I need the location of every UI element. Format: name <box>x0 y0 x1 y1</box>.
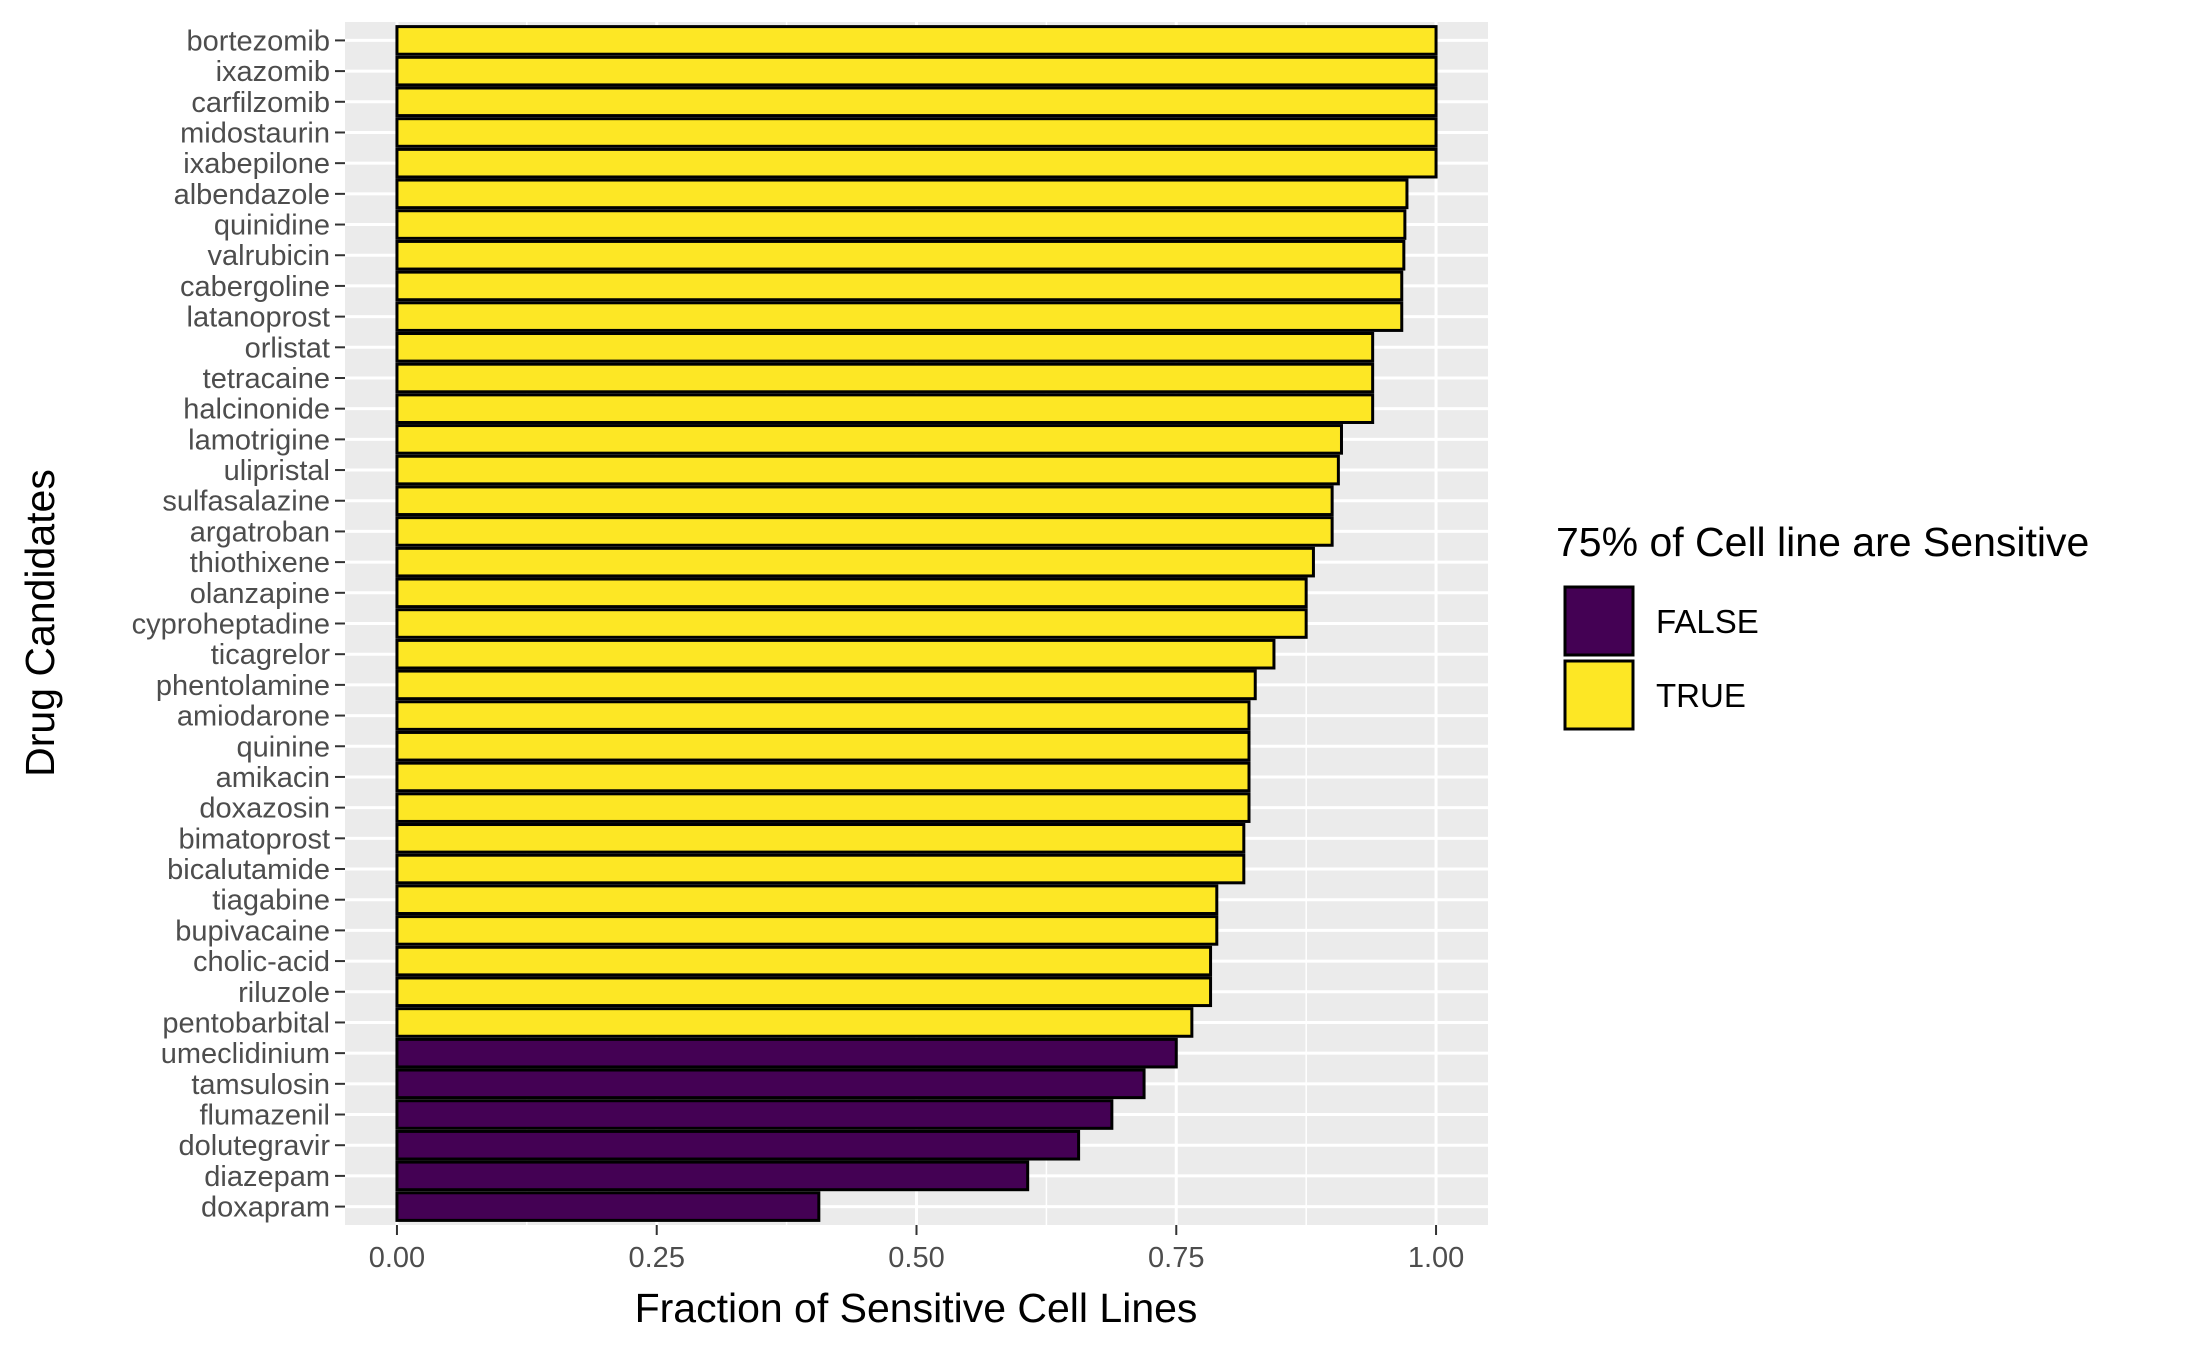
y-tick-label: doxazosin <box>199 793 330 825</box>
bar-quinidine <box>395 209 1407 240</box>
bar-flumazenil <box>395 1099 1114 1130</box>
y-tick-label: valrubicin <box>208 240 331 272</box>
y-tick-label: ulipristal <box>224 455 330 487</box>
y-tick-label: bimatoprost <box>178 823 330 855</box>
y-tick-label: ixabepilone <box>183 148 330 180</box>
y-tick-label: orlistat <box>245 332 330 364</box>
y-tick-label: bupivacaine <box>175 915 330 947</box>
y-tick-label: dolutegravir <box>178 1130 330 1162</box>
bar-tiagabine <box>395 884 1219 916</box>
y-tick-label: quinine <box>236 731 330 763</box>
bar-bicalutamide <box>395 853 1246 885</box>
bar-carfilzomib <box>395 86 1438 118</box>
y-tick-label: thiothixene <box>190 547 330 579</box>
bar-valrubicin <box>395 239 1406 271</box>
y-tick-label: ticagrelor <box>211 639 331 671</box>
bar-amikacin <box>395 761 1251 793</box>
bar-dolutegravir <box>395 1129 1081 1161</box>
bar-amiodarone <box>395 700 1251 731</box>
legend: 75% of Cell line are Sensitive FALSE TRUE <box>1556 519 2089 731</box>
bar-ixabepilone <box>395 147 1438 179</box>
y-tick-label: ixazomib <box>216 56 330 88</box>
y-tick-label: amiodarone <box>177 701 330 733</box>
legend-title: 75% of Cell line are Sensitive <box>1556 519 2089 565</box>
y-tick-label: sulfasalazine <box>162 486 330 518</box>
bar-ulipristal <box>395 454 1340 486</box>
bar-pentobarbital <box>395 1007 1194 1038</box>
y-tick-label: bicalutamide <box>167 854 330 886</box>
bar-cyproheptadine <box>395 608 1308 639</box>
bar-cholic-acid <box>395 945 1213 977</box>
bar-quinine <box>395 730 1251 762</box>
y-tick-label: riluzole <box>238 977 330 1009</box>
y-tick-label: albendazole <box>174 179 330 211</box>
y-tick-label: phentolamine <box>156 670 330 702</box>
y-axis: bortezomibixazomibcarfilzomibmidostaurin… <box>132 25 345 1224</box>
y-tick-label: flumazenil <box>199 1100 330 1132</box>
bar-phentolamine <box>395 669 1257 701</box>
bar-cabergoline <box>395 270 1404 302</box>
x-tick-label: 0.00 <box>369 1242 425 1274</box>
y-tick-label: halcinonide <box>183 394 330 426</box>
bar-tamsulosin <box>395 1068 1146 1100</box>
x-axis: 0.00 0.25 0.50 0.75 1.00 <box>369 1225 1464 1274</box>
bar-halcinonide <box>395 393 1375 424</box>
legend-key-false <box>1563 585 1635 657</box>
bar-bupivacaine <box>395 915 1219 946</box>
bar-orlistat <box>395 331 1375 363</box>
x-tick-label: 0.75 <box>1148 1242 1204 1274</box>
legend-label-true: TRUE <box>1656 677 1746 714</box>
x-tick-label: 0.50 <box>888 1242 944 1274</box>
y-tick-label: carfilzomib <box>191 87 330 119</box>
y-tick-label: pentobarbital <box>162 1007 330 1039</box>
bar-argatroban <box>395 516 1334 547</box>
y-tick-label: umeclidinium <box>161 1038 330 1070</box>
bar-olanzapine <box>395 577 1308 609</box>
y-tick-label: doxapram <box>201 1192 330 1224</box>
bar-thiothixene <box>395 546 1315 578</box>
bar-ticagrelor <box>395 638 1276 670</box>
y-tick-label: latanoprost <box>187 302 331 334</box>
y-tick-label: amikacin <box>216 762 330 794</box>
bar-latanoprost <box>395 301 1404 332</box>
legend-key-true <box>1563 659 1635 731</box>
bar-albendazole <box>395 178 1409 210</box>
x-tick-label: 1.00 <box>1408 1242 1464 1274</box>
y-axis-title: Drug Candidates <box>17 469 63 777</box>
y-tick-label: tiagabine <box>212 885 330 917</box>
y-tick-label: bortezomib <box>187 25 330 57</box>
bar-lamotrigine <box>395 424 1343 455</box>
bar-umeclidinium <box>395 1037 1178 1069</box>
bar-midostaurin <box>395 117 1438 148</box>
bar-bimatoprost <box>395 823 1246 854</box>
y-tick-label: cholic-acid <box>193 946 330 978</box>
legend-label-false: FALSE <box>1656 603 1759 640</box>
bar-doxapram <box>395 1191 821 1222</box>
y-tick-label: tetracaine <box>203 363 330 395</box>
bar-sulfasalazine <box>395 485 1334 517</box>
bar-riluzole <box>395 976 1213 1008</box>
bar-ixazomib <box>395 55 1438 87</box>
y-tick-label: diazepam <box>204 1161 330 1193</box>
x-tick-label: 0.25 <box>629 1242 685 1274</box>
y-tick-label: olanzapine <box>190 578 330 610</box>
y-tick-label: quinidine <box>214 210 330 242</box>
y-tick-label: tamsulosin <box>191 1069 330 1101</box>
bars <box>395 25 1438 1222</box>
bar-tetracaine <box>395 362 1375 394</box>
bar-bortezomib <box>395 25 1438 56</box>
y-tick-label: lamotrigine <box>188 424 330 456</box>
y-tick-label: midostaurin <box>180 117 330 149</box>
bar-diazepam <box>395 1160 1030 1192</box>
bar-doxazosin <box>395 792 1251 823</box>
y-tick-label: cabergoline <box>180 271 330 303</box>
y-tick-label: cyproheptadine <box>132 609 330 641</box>
y-tick-label: argatroban <box>190 516 330 548</box>
x-axis-title: Fraction of Sensitive Cell Lines <box>635 1285 1198 1331</box>
